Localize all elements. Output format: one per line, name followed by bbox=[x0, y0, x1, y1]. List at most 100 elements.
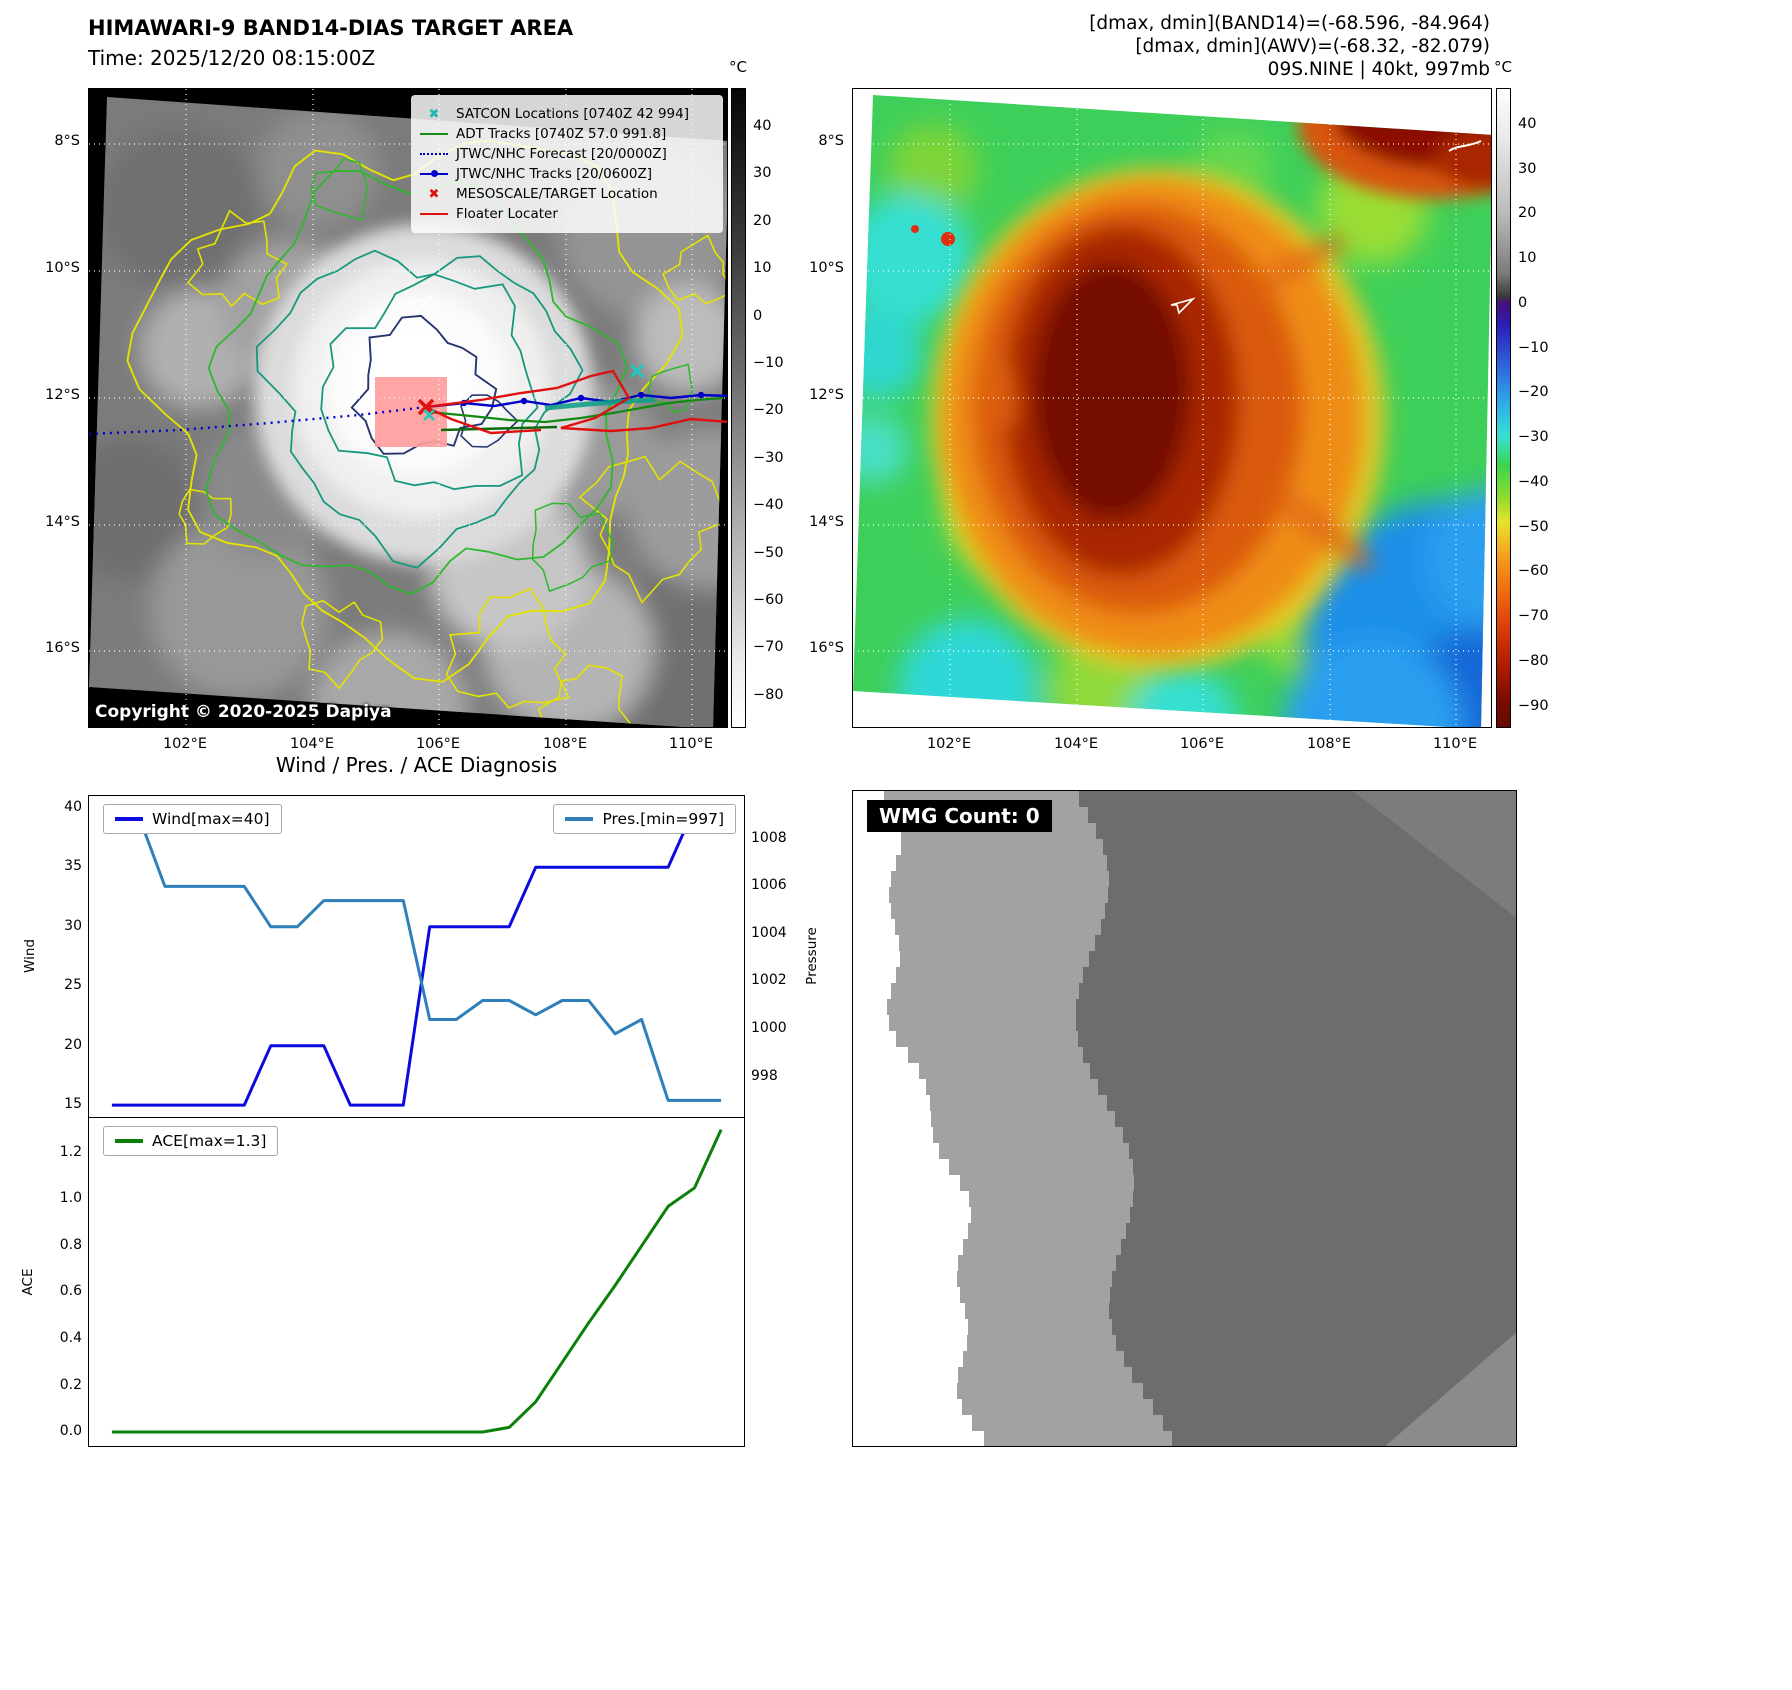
ace-chart: ACE[max=1.3] 0.0 0.2 0.4 0.6 0.8 1.0 1.2 bbox=[60, 1118, 745, 1447]
ace-legend-label: ACE[max=1.3] bbox=[152, 1132, 267, 1150]
colorbar-tick-label: 20 bbox=[753, 212, 772, 229]
x-marker-icon: ✖ bbox=[428, 186, 440, 202]
x-marker-icon: ✖ bbox=[428, 106, 440, 122]
legend-label: Floater Locater bbox=[456, 206, 558, 222]
axis-tick-label: 30 bbox=[64, 917, 82, 934]
legend-item: Floater Locater bbox=[419, 204, 717, 224]
colorbar-tick-label: −90 bbox=[1518, 697, 1549, 714]
lon-tick-label: 110°E bbox=[668, 736, 714, 752]
colorbar-tick-label: −20 bbox=[753, 402, 784, 419]
axis-tick-label: 1004 bbox=[751, 924, 787, 941]
colorbar-tick-label: −50 bbox=[1518, 518, 1549, 535]
colorbar-unit-label: °C bbox=[729, 58, 747, 76]
colorbar-band14: 40 30 20 10 0 −10 −20 −30 −40 −50 −60 −70 −80 bbox=[731, 88, 784, 728]
axis-tick-label: 1.2 bbox=[59, 1143, 82, 1160]
colorbar-tick-label: −50 bbox=[753, 544, 784, 561]
legend-item: ✖ MESOSCALE/TARGET Location bbox=[419, 184, 717, 204]
awv-panel-header: [dmax, dmin](BAND14)=(-68.596, -84.964) … bbox=[960, 12, 1490, 81]
axis-tick-label: 40 bbox=[64, 798, 82, 815]
line-swatch-icon bbox=[419, 213, 449, 215]
axis-tick-label: 1002 bbox=[751, 972, 787, 989]
band14-panel-title: HIMAWARI-9 BAND14-DIAS TARGET AREA Time:… bbox=[88, 16, 573, 70]
lat-tick-label: 12°S bbox=[45, 387, 80, 403]
lon-tick-label: 108°E bbox=[1306, 736, 1352, 752]
legend-item: ADT Tracks [0740Z 57.0 991.8] bbox=[419, 124, 717, 144]
colorbar-tick-label: −30 bbox=[753, 449, 784, 466]
lon-tick-label: 106°E bbox=[1179, 736, 1225, 752]
axis-tick-label: 35 bbox=[64, 858, 82, 875]
wind-pressure-chart: Wind[max=40] Pres.[min=997] 15 20 25 30 35 40… bbox=[64, 795, 787, 1118]
lat-tick-label: 8°S bbox=[54, 133, 80, 149]
colorbar-tick-label: −10 bbox=[753, 354, 784, 371]
lat-tick-label: 12°S bbox=[809, 387, 844, 403]
pressure-legend: Pres.[min=997] bbox=[553, 804, 736, 834]
line-swatch-icon bbox=[419, 133, 449, 135]
legend-label: JTWC/NHC Forecast [20/0000Z] bbox=[456, 146, 667, 162]
colorbar-tick-label: −40 bbox=[753, 497, 784, 514]
axis-tick-label: 0.8 bbox=[59, 1236, 82, 1253]
wmg-count-label: WMG Count: 0 bbox=[867, 800, 1052, 832]
copyright-watermark: Copyright © 2020-2025 Dapiya bbox=[95, 702, 392, 722]
lat-tick-label: 16°S bbox=[45, 640, 80, 656]
colorbar-tick-label: −80 bbox=[753, 686, 784, 703]
colorbar-tick-label: −40 bbox=[1518, 473, 1549, 490]
dmax-dmin-awv: [dmax, dmin](AWV)=(-68.32, -82.079) bbox=[1135, 36, 1490, 57]
lat-tick-label: 8°S bbox=[818, 133, 844, 149]
colorbar-tick-label: −80 bbox=[1518, 652, 1549, 669]
axis-tick-label: 0.2 bbox=[59, 1376, 82, 1393]
lon-tick-label: 110°E bbox=[1432, 736, 1478, 752]
colorbar-tick-label: 0 bbox=[1518, 294, 1528, 311]
lon-tick-label: 108°E bbox=[542, 736, 588, 752]
lat-tick-label: 16°S bbox=[809, 640, 844, 656]
colorbar-tick-label: −70 bbox=[1518, 608, 1549, 625]
line-swatch-icon bbox=[419, 170, 449, 177]
axis-tick-label: 1000 bbox=[751, 1020, 787, 1037]
colorbar-tick-label: −60 bbox=[1518, 563, 1549, 580]
colorbar-tick-label: 30 bbox=[753, 165, 772, 182]
legend-label: SATCON Locations [0740Z 42 994] bbox=[456, 106, 689, 122]
awv-color-map bbox=[852, 88, 1492, 728]
axis-tick-label: 0.4 bbox=[59, 1329, 82, 1346]
storm-status-line: 09S.NINE | 40kt, 997mb bbox=[1267, 59, 1490, 80]
axis-tick-label: 998 bbox=[751, 1067, 778, 1084]
lon-tick-label: 104°E bbox=[289, 736, 335, 752]
lat-tick-label: 10°S bbox=[809, 260, 844, 276]
colorbar-awv: 40 30 20 10 0 −10 −20 −30 −40 −50 −60 −70 −80 −90 bbox=[1496, 88, 1549, 728]
pressure-axis-label: Pressure bbox=[804, 927, 820, 985]
wmg-mask-image bbox=[853, 791, 1516, 1446]
lon-tick-label: 104°E bbox=[1053, 736, 1099, 752]
wind-line-swatch bbox=[115, 817, 143, 821]
legend-label: JTWC/NHC Tracks [20/0600Z] bbox=[456, 166, 653, 182]
colorbar-tick-label: −20 bbox=[1518, 384, 1549, 401]
axis-tick-label: 1006 bbox=[751, 877, 787, 894]
ace-legend: ACE[max=1.3] bbox=[103, 1126, 279, 1156]
band14-satellite-map: ✖ SATCON Locations [0740Z 42 994] ADT Trac… bbox=[88, 88, 728, 728]
lat-tick-label: 14°S bbox=[45, 514, 80, 530]
legend-label: MESOSCALE/TARGET Location bbox=[456, 186, 658, 202]
map-legend: ✖ SATCON Locations [0740Z 42 994] ADT Trac… bbox=[411, 95, 723, 233]
colorbar-tick-label: 10 bbox=[753, 260, 772, 277]
colorbar-tick-label: −10 bbox=[1518, 339, 1549, 356]
axis-tick-label: 1008 bbox=[751, 829, 787, 846]
colorbar-tick-label: 40 bbox=[753, 117, 772, 134]
dmax-dmin-band14: [dmax, dmin](BAND14)=(-68.596, -84.964) bbox=[1089, 13, 1490, 34]
axis-tick-label: 0.6 bbox=[59, 1283, 82, 1300]
colorbar-tick-label: −60 bbox=[753, 592, 784, 608]
lat-tick-label: 14°S bbox=[809, 514, 844, 530]
axis-tick-label: 15 bbox=[64, 1096, 82, 1113]
timestamp: Time: 2025/12/20 08:15:00Z bbox=[88, 46, 376, 70]
colorbar-tick-label: 40 bbox=[1518, 115, 1537, 132]
wind-axis-label: Wind bbox=[22, 939, 38, 973]
legend-item: ✖ SATCON Locations [0740Z 42 994] bbox=[419, 104, 717, 124]
ace-line-swatch bbox=[115, 1139, 143, 1143]
lon-tick-label: 102°E bbox=[162, 736, 208, 752]
pressure-line-swatch bbox=[565, 817, 594, 821]
ace-axis-label: ACE bbox=[20, 1268, 36, 1296]
line-swatch-icon bbox=[419, 153, 449, 155]
legend-item: JTWC/NHC Tracks [20/0600Z] bbox=[419, 164, 717, 184]
lon-tick-label: 102°E bbox=[926, 736, 972, 752]
axis-tick-label: 1.0 bbox=[59, 1190, 82, 1207]
axis-tick-label: 25 bbox=[64, 977, 82, 994]
pressure-legend-label: Pres.[min=997] bbox=[602, 810, 724, 828]
